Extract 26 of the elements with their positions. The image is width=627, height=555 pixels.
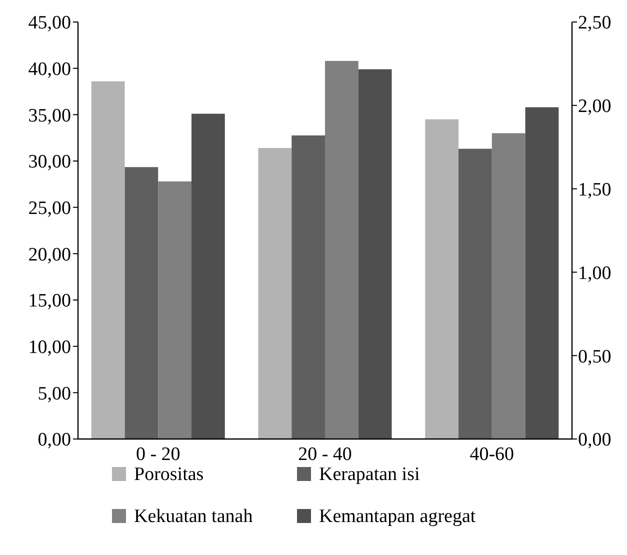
y-tick-label: 20,00 xyxy=(28,244,71,266)
x-tick-label: 20 - 40 xyxy=(298,444,352,465)
y2-tick-label: 2,50 xyxy=(578,12,612,34)
bar xyxy=(191,114,225,439)
y2-tick-label: 2,00 xyxy=(578,96,612,118)
y-tick-label: 5,00 xyxy=(38,383,71,404)
y-tick-label: 0,00 xyxy=(38,430,71,451)
legend-label: Porositas xyxy=(134,464,204,485)
legend-label: Kekuatan tanah xyxy=(134,506,254,527)
y2-tick-label: 0,00 xyxy=(578,430,612,451)
y2-tick-label: 0,50 xyxy=(578,346,612,368)
bar xyxy=(358,69,392,439)
legend-label: Kerapatan isi xyxy=(319,464,420,485)
y-tick-label: 45,00 xyxy=(28,12,71,34)
y-tick-label: 35,00 xyxy=(28,105,71,126)
legend-label: Kemantapan agregat xyxy=(319,506,476,527)
y-tick-label: 25,00 xyxy=(28,198,71,219)
y2-tick-label: 1,50 xyxy=(578,179,612,200)
y-tick-label: 30,00 xyxy=(28,152,71,173)
x-tick-label: 0 - 20 xyxy=(136,444,180,465)
x-tick-label: 40-60 xyxy=(470,444,514,465)
bar xyxy=(525,107,559,439)
y-tick-label: 40,00 xyxy=(28,58,71,80)
y-tick-label: 10,00 xyxy=(28,336,71,358)
y2-tick-label: 1,00 xyxy=(578,262,612,284)
y-tick-label: 15,00 xyxy=(28,290,71,312)
